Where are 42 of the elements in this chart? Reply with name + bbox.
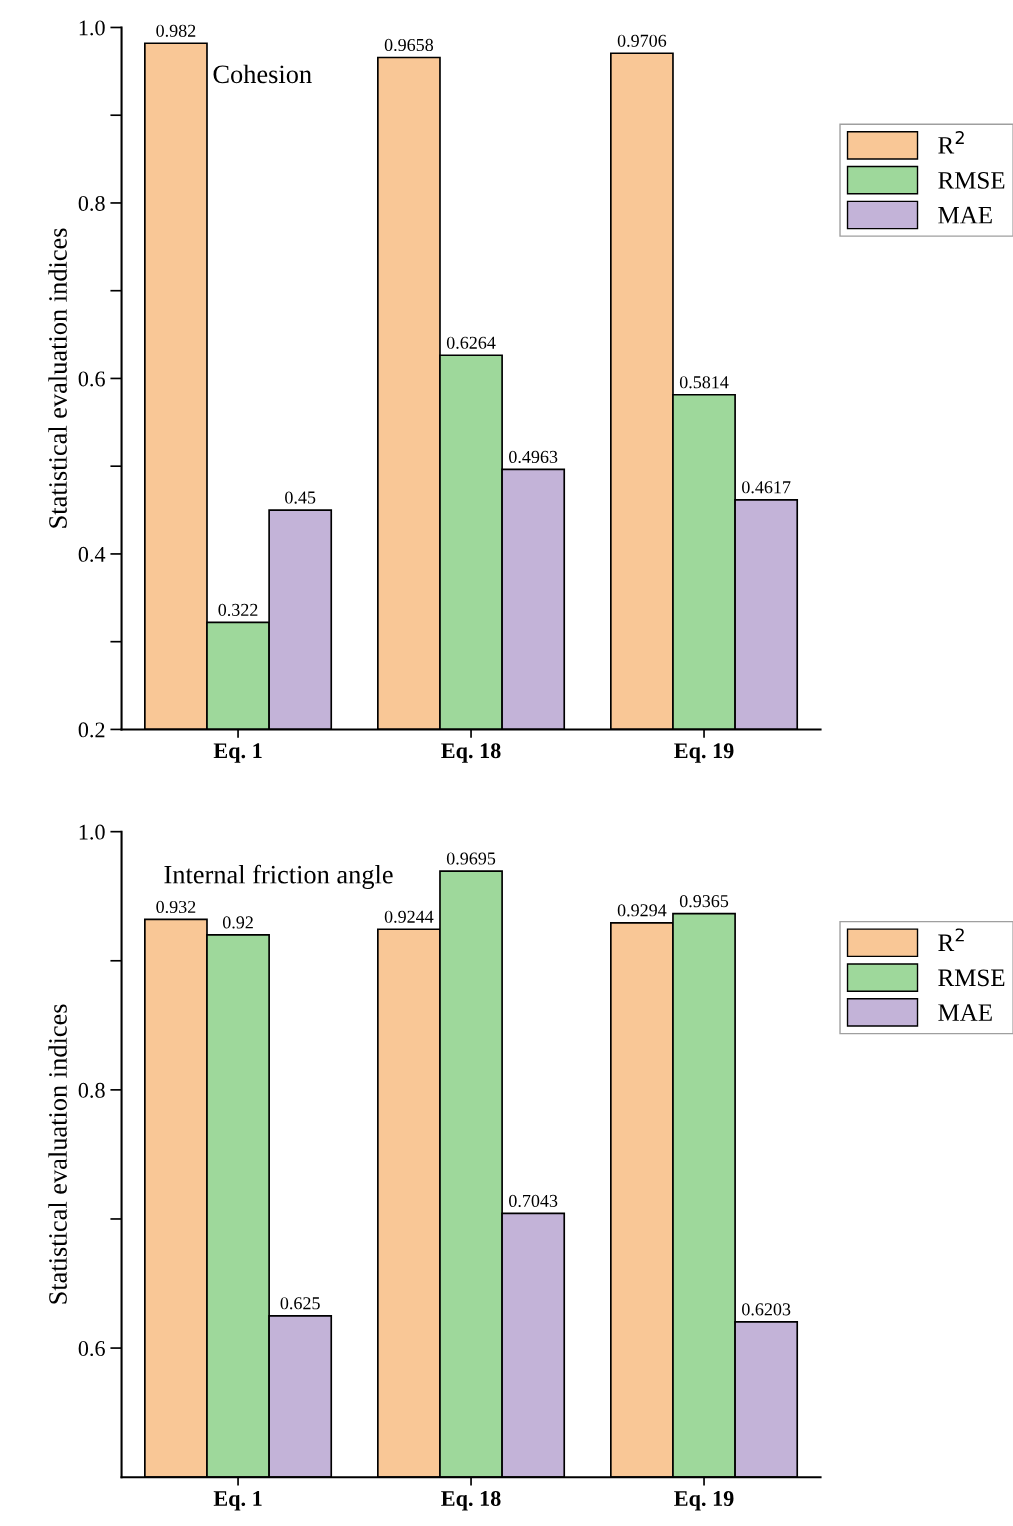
x-tick-label: Eq. 1 [213, 743, 262, 763]
data-label: 0.4963 [509, 450, 558, 464]
x-tick-label: Eq. 19 [674, 743, 734, 763]
data-label: 0.9365 [679, 895, 729, 908]
y-tick-label: 0.8 [78, 1082, 105, 1098]
data-label: 0.45 [285, 491, 316, 504]
data-label: 0.92 [222, 916, 253, 929]
legend-label: R$^{2}$ [938, 130, 964, 154]
data-label: 0.932 [156, 900, 196, 914]
y-axis-title: Statistical evaluation indices [48, 228, 67, 528]
data-label: 0.9706 [617, 34, 667, 47]
data-label: 0.6203 [742, 1303, 791, 1316]
data-label: 0.5814 [679, 376, 729, 389]
y-tick-label: 0.8 [78, 195, 105, 211]
legend-label: RMSE [938, 969, 1005, 987]
data-label: 0.322 [218, 603, 258, 617]
data-label: 0.982 [156, 24, 196, 37]
y-tick-label: 1.0 [79, 20, 105, 36]
legend-label: MAE [938, 206, 992, 224]
data-label: 0.9695 [446, 852, 496, 865]
data-label: 0.625 [280, 1297, 320, 1310]
x-tick-label: Eq. 18 [441, 1491, 501, 1511]
annotation: Cohesion [213, 64, 312, 84]
x-tick-label: Eq. 19 [674, 1491, 734, 1511]
legend-label: MAE [938, 1004, 992, 1021]
data-label: 0.9294 [617, 904, 667, 917]
data-label: 0.6264 [446, 336, 496, 349]
legend-label: R$^{2}$ [938, 928, 964, 951]
y-tick-label: 0.4 [78, 546, 106, 562]
data-label: 0.7043 [509, 1194, 558, 1208]
y-tick-label: 0.6 [78, 371, 105, 387]
x-tick-label: Eq. 18 [441, 743, 501, 763]
data-label: 0.9658 [384, 38, 434, 52]
annotation: Internal friction angle [164, 864, 393, 889]
y-tick-label: 0.6 [78, 1341, 105, 1357]
data-label: 0.9244 [384, 910, 434, 923]
y-tick-label: 0.2 [78, 722, 105, 738]
y-tick-label: 1.0 [79, 824, 105, 840]
x-tick-label: Eq. 1 [213, 1491, 262, 1511]
legend-label: RMSE [938, 171, 1005, 189]
data-label: 0.4617 [742, 481, 791, 494]
y-axis-title: Statistical evaluation indices [48, 1004, 67, 1304]
